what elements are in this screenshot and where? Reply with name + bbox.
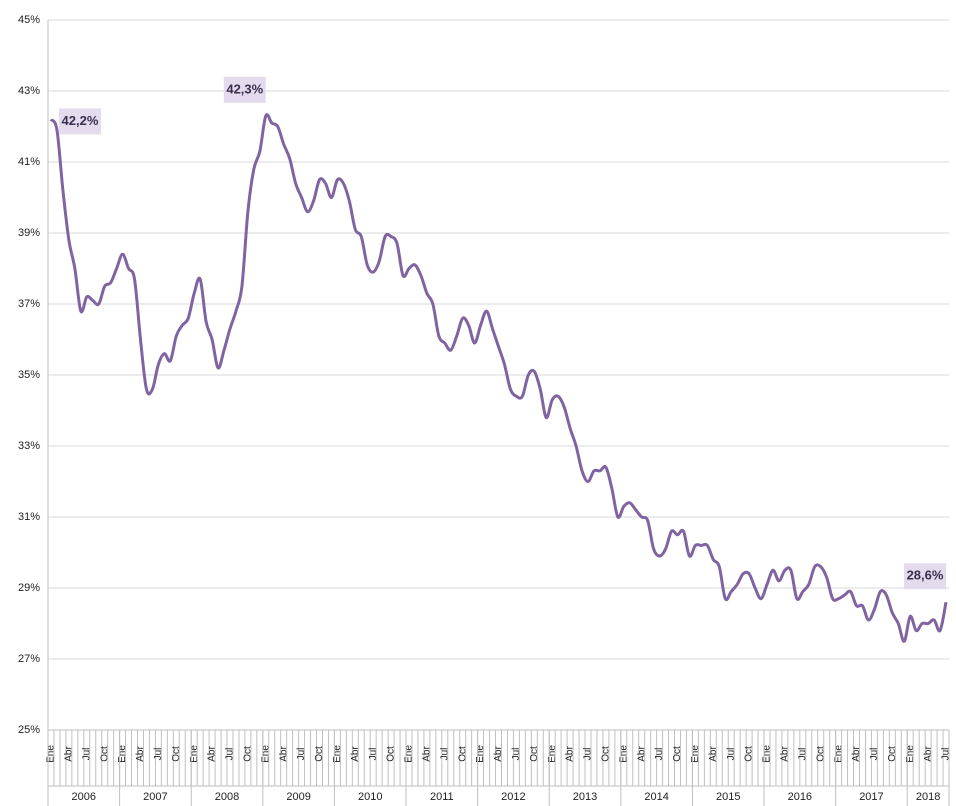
x-tick-label: Abr (780, 746, 791, 762)
year-label: 2008 (215, 791, 239, 803)
x-tick-label: Ene (905, 745, 916, 763)
x-tick-label: Ene (690, 745, 701, 763)
x-tick-label: Oct (99, 746, 110, 762)
data-label-text: 28,6% (907, 568, 944, 583)
year-label: 2014 (644, 791, 668, 803)
data-line (49, 113, 948, 643)
y-tick-label: 31% (18, 511, 40, 523)
x-tick-label: Jul (439, 748, 450, 761)
x-tick-label: Abr (135, 746, 146, 762)
x-tick-label: Oct (171, 746, 182, 762)
data-label-box (58, 108, 101, 135)
data-label-box (223, 76, 266, 103)
year-label: 2017 (859, 791, 883, 803)
x-tick-label: Oct (243, 746, 254, 762)
x-tick-label: Ene (46, 745, 57, 763)
data-label: 42,3% (223, 76, 266, 103)
x-tick-label: Ene (475, 745, 486, 763)
y-tick-label: 27% (18, 653, 40, 665)
data-label-text: 42,2% (62, 113, 99, 128)
x-tick-label: Oct (744, 746, 755, 762)
x-tick-label: Ene (189, 745, 200, 763)
x-tick-label: Ene (117, 745, 128, 763)
year-label: 2016 (788, 791, 812, 803)
year-label: 2009 (286, 791, 310, 803)
x-tick-label: Jul (368, 748, 379, 761)
data-label-text: 42,3% (226, 81, 263, 96)
x-tick-label: Abr (851, 746, 862, 762)
x-tick-label: Abr (64, 746, 75, 762)
y-tick-label: 35% (18, 369, 40, 381)
year-label: 2006 (72, 791, 96, 803)
y-tick-label: 33% (18, 440, 40, 452)
x-tick-label: Jul (153, 748, 164, 761)
year-label: 2015 (716, 791, 740, 803)
year-label: 2013 (573, 791, 597, 803)
x-tick-label: Oct (457, 746, 468, 762)
x-tick-label: Ene (332, 745, 343, 763)
data-label-box (904, 563, 947, 590)
x-tick-label: Oct (815, 746, 826, 762)
x-tick-label: Oct (314, 746, 325, 762)
year-label: 2011 (430, 791, 454, 803)
y-tick-label: 37% (18, 298, 40, 310)
x-tick-label: Abr (708, 746, 719, 762)
x-tick-label: Oct (672, 746, 683, 762)
x-tick-label: Ene (404, 745, 415, 763)
x-tick-label: Oct (529, 746, 540, 762)
x-tick-label: Abr (636, 746, 647, 762)
year-label: 2007 (143, 791, 167, 803)
x-tick-label: Jul (654, 748, 665, 761)
x-tick-label: Oct (887, 746, 898, 762)
x-tick-label: Jul (296, 748, 307, 761)
y-tick-label: 39% (18, 227, 40, 239)
x-tick-label: Jul (941, 748, 952, 761)
year-label: 2010 (358, 791, 382, 803)
y-tick-label: 29% (18, 582, 40, 594)
x-tick-label: Oct (601, 746, 612, 762)
x-tick-label: Abr (278, 746, 289, 762)
x-tick-label: Jul (583, 748, 594, 761)
x-tick-label: Jul (225, 748, 236, 761)
x-tick-label: Ene (547, 745, 558, 763)
x-tick-label: Abr (350, 746, 361, 762)
x-tick-label: Jul (869, 748, 880, 761)
data-label: 28,6% (904, 563, 947, 590)
x-tick-label: Ene (762, 745, 773, 763)
year-label: 2012 (501, 791, 525, 803)
x-tick-label: Jul (726, 748, 737, 761)
x-tick-label: Abr (923, 746, 934, 762)
x-tick-label: Ene (618, 745, 629, 763)
x-tick-label: Abr (422, 746, 433, 762)
data-label: 42,2% (58, 108, 101, 135)
y-tick-label: 25% (18, 724, 40, 736)
y-tick-label: 45% (18, 14, 40, 26)
x-tick-label: Oct (386, 746, 397, 762)
x-tick-label: Ene (260, 745, 271, 763)
y-tick-label: 41% (18, 156, 40, 168)
x-tick-label: Jul (797, 748, 808, 761)
x-tick-label: Abr (493, 746, 504, 762)
x-tick-label: Abr (207, 746, 218, 762)
x-tick-label: Jul (511, 748, 522, 761)
x-tick-label: Ene (833, 745, 844, 763)
x-tick-label: Abr (565, 746, 576, 762)
year-label: 2018 (916, 791, 940, 803)
y-tick-label: 43% (18, 85, 40, 97)
x-tick-label: Jul (81, 748, 92, 761)
